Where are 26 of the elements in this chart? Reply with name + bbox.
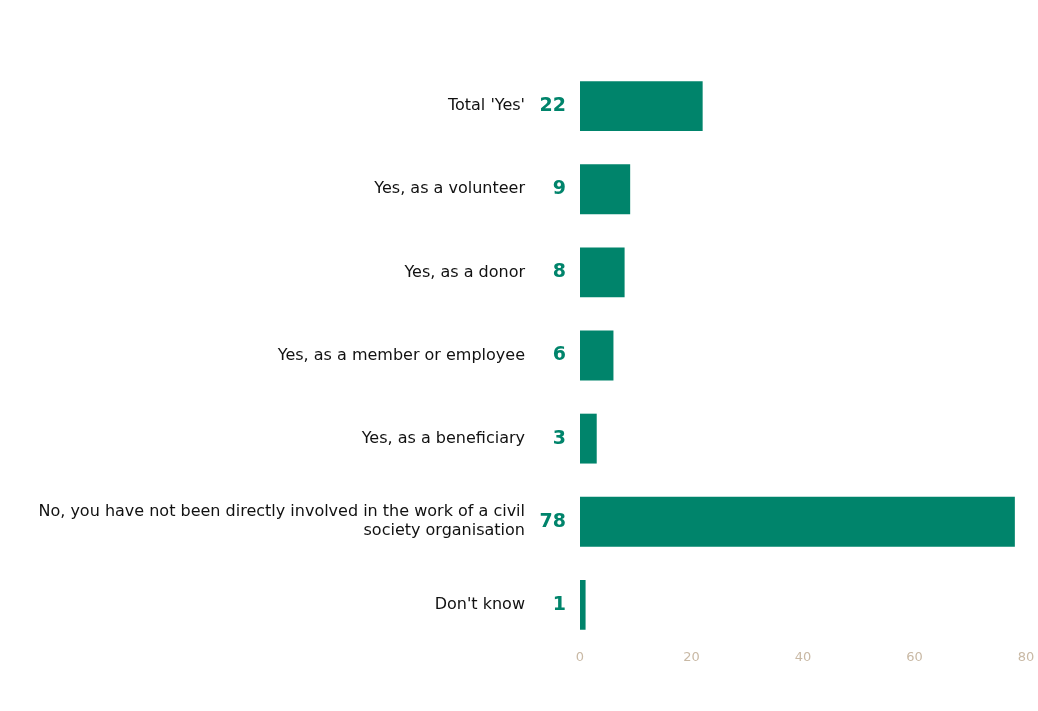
bar <box>580 579 586 630</box>
x-tick-label: 80 <box>1017 648 1035 664</box>
y-tick-label: No, you have not been directly involved in the work of a civil society organisation <box>38 501 525 540</box>
x-tick-label: 0 <box>575 648 585 664</box>
x-tick-label: 20 <box>683 648 700 664</box>
data-label: 3 <box>552 425 566 448</box>
y-tick-label: Yes, as a volunteer <box>373 178 526 198</box>
bar <box>580 81 703 132</box>
bar <box>580 413 597 464</box>
y-tick-label: Yes, as a donor <box>403 261 526 281</box>
bar <box>580 496 1015 547</box>
data-label: 78 <box>539 508 566 531</box>
bar <box>580 247 625 298</box>
data-label: 22 <box>539 93 566 116</box>
x-tick-label: 40 <box>794 648 812 664</box>
data-label: 1 <box>552 591 566 614</box>
x-tick-label: 60 <box>906 648 923 664</box>
y-tick-label: Total 'Yes' <box>446 95 525 115</box>
data-label: 8 <box>552 259 566 282</box>
y-tick-label: Yes, as a beneficiary <box>360 427 525 447</box>
bar <box>580 330 614 381</box>
y-tick-label: Don't know <box>434 594 525 613</box>
bar <box>580 164 631 215</box>
data-label: 6 <box>552 342 566 365</box>
data-label: 9 <box>552 176 566 199</box>
y-tick-label: Yes, as a member or employee <box>276 344 525 364</box>
